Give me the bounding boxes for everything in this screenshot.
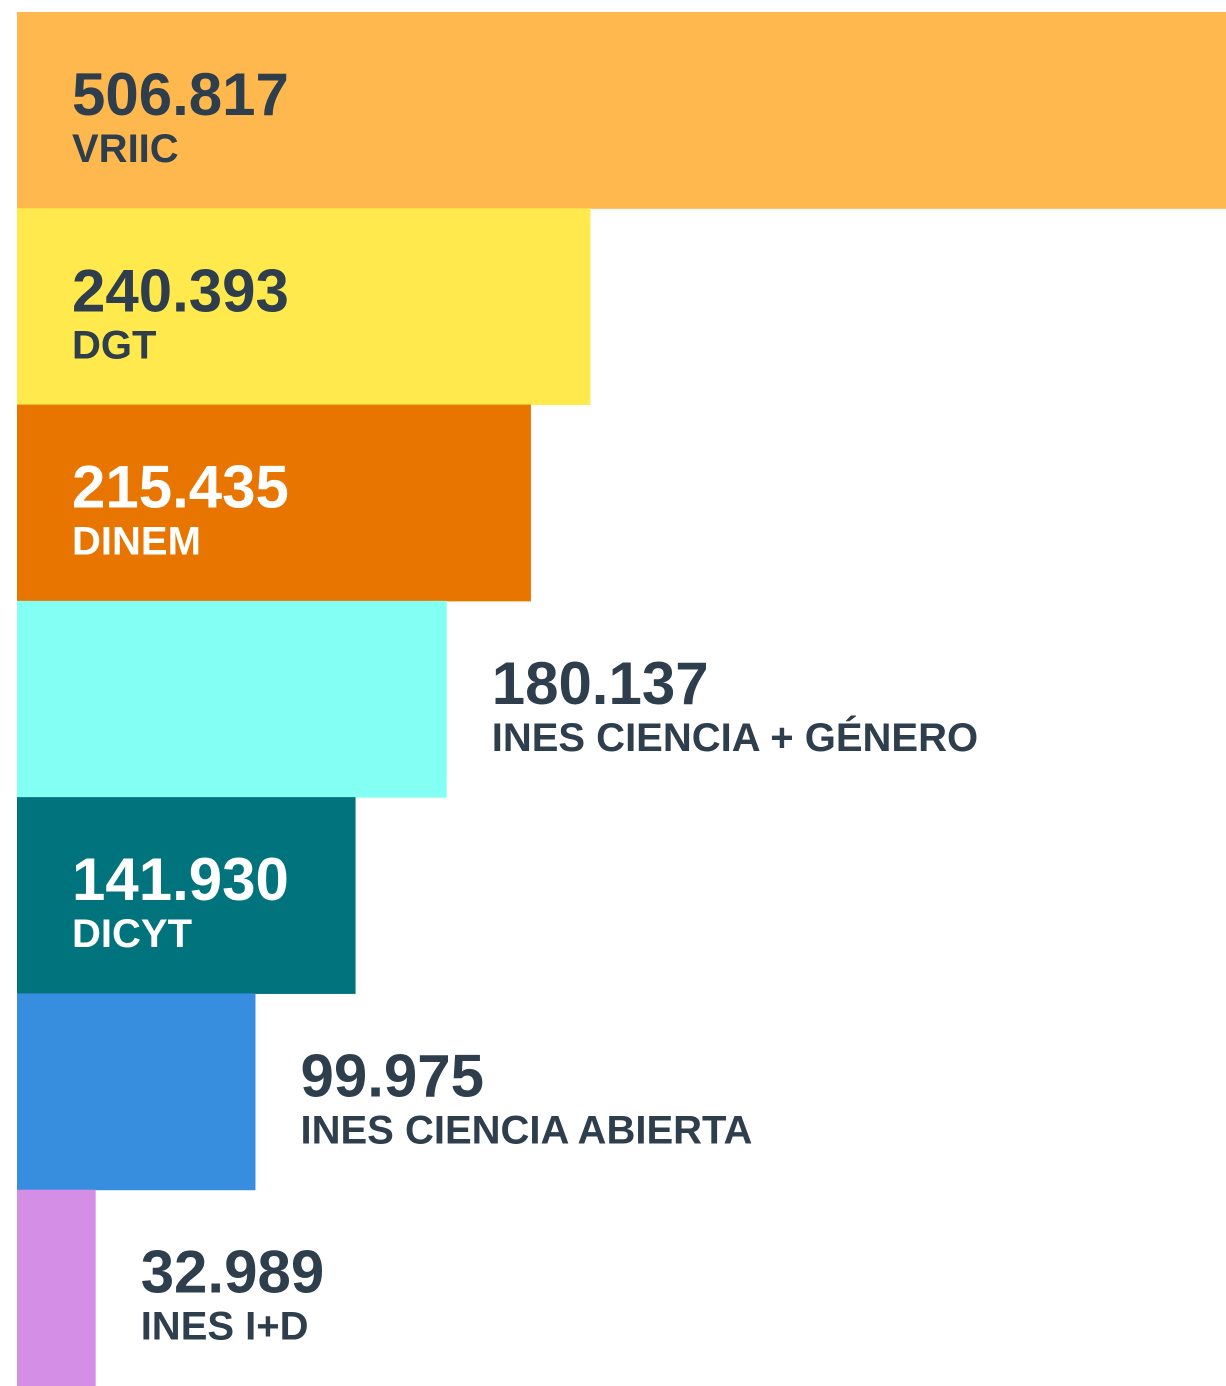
value-label: 32.989 (141, 1239, 325, 1306)
bar (17, 600, 447, 798)
value-label: 240.393 (72, 257, 289, 324)
category-label: DGT (72, 323, 156, 367)
category-label: INES I+D (141, 1305, 309, 1349)
category-label: INES CIENCIA + GÉNERO (492, 715, 978, 760)
value-label: 215.435 (72, 454, 289, 521)
value-label: 141.930 (72, 846, 289, 913)
category-label: DICYT (72, 912, 192, 956)
bar (17, 208, 591, 406)
value-label: 99.975 (300, 1042, 484, 1109)
bar (17, 12, 1226, 209)
bar (17, 993, 256, 1191)
category-label: INES CIENCIA ABIERTA (300, 1108, 752, 1152)
bar (17, 797, 356, 994)
value-label: 506.817 (72, 61, 289, 128)
category-label: DINEM (72, 520, 201, 564)
bar (17, 1189, 96, 1386)
bar (17, 404, 531, 602)
value-label: 180.137 (492, 650, 709, 717)
category-label: VRIIC (72, 127, 179, 171)
